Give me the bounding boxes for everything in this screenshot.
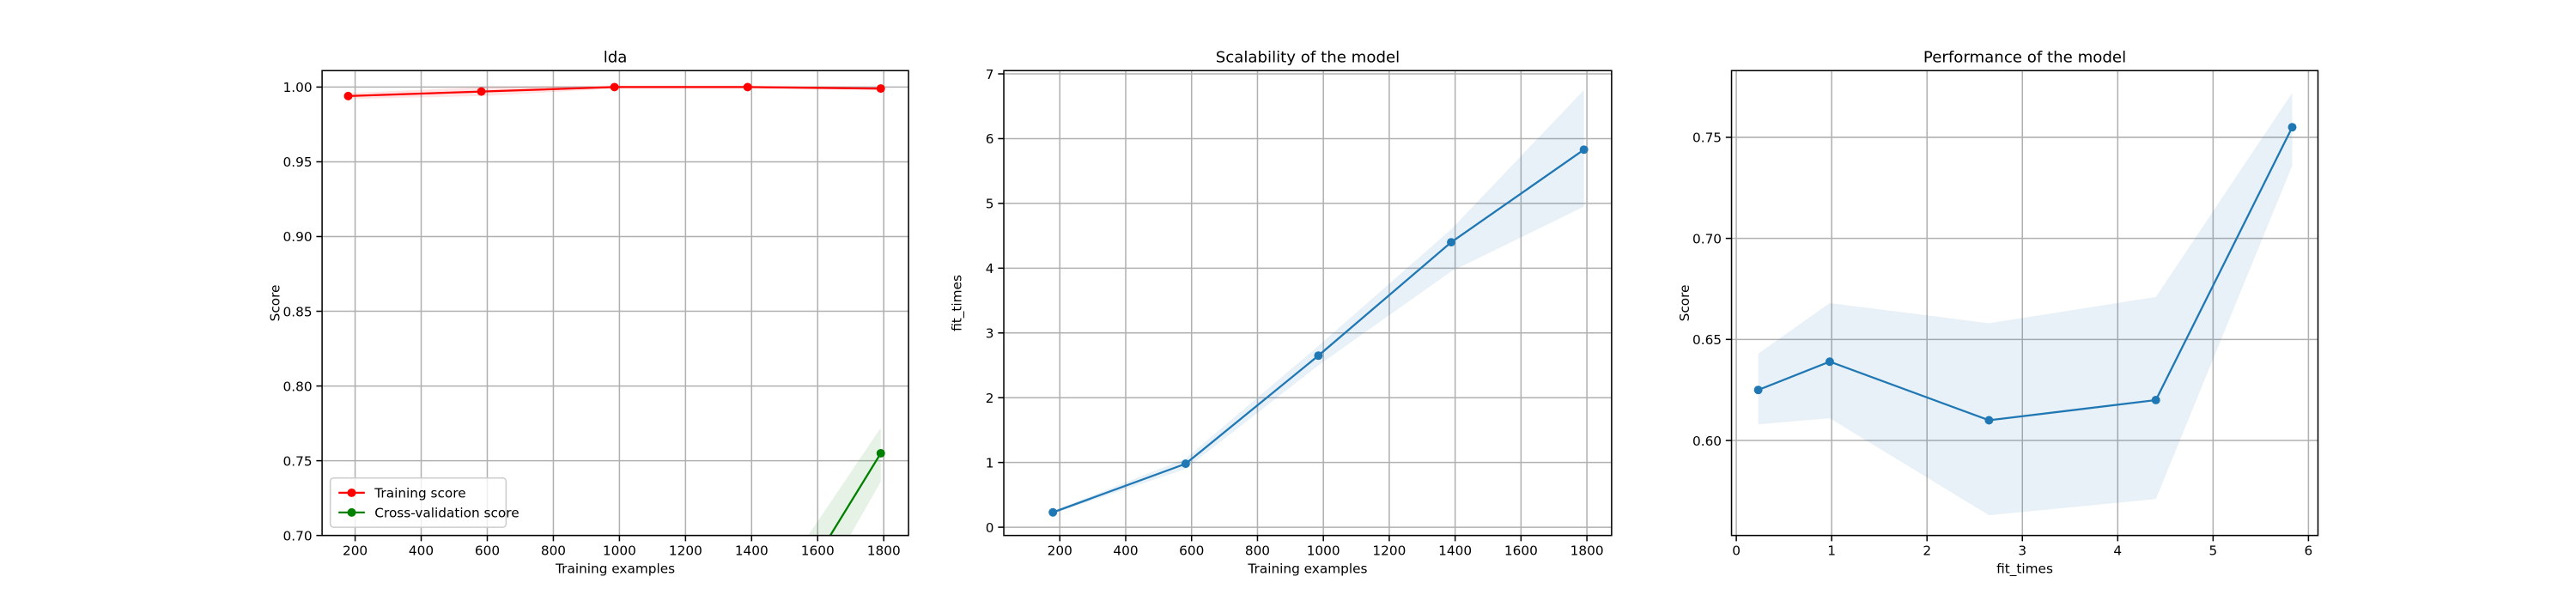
data-point <box>2287 123 2297 132</box>
plot-content <box>1048 89 1589 517</box>
legend-marker <box>347 488 356 497</box>
legend-label: Training score <box>374 486 465 501</box>
x-tick-label: 600 <box>475 543 500 559</box>
x-tick-label: 1400 <box>1438 543 1472 559</box>
subplot: 0 1 2 3 4 5 6 0.60 0.65 0.70 0.75 Performance of th… <box>1677 49 2319 578</box>
x-tick-label: 600 <box>1179 543 1204 559</box>
subplot: 200 400 600 800 1000 1200 1400 1600 1800 0.70 0.75… <box>267 49 909 577</box>
y-tick-label: 2 <box>986 391 994 406</box>
data-point <box>743 82 752 92</box>
x-tick-label: 2 <box>1923 543 1931 559</box>
x-tick-label: 1200 <box>669 543 702 559</box>
x-tick-label: 1800 <box>1571 543 1604 559</box>
y-tick-label: 0 <box>986 520 994 536</box>
axes-frame <box>321 70 909 537</box>
plot-content <box>343 82 885 536</box>
y-tick-label: 7 <box>986 67 994 82</box>
axes-frame <box>1003 70 1613 537</box>
axes-frame <box>1730 70 2319 537</box>
legend: Training score Cross-validation score <box>329 477 519 528</box>
x-tick-label: 6 <box>2305 543 2313 559</box>
plot-area <box>322 70 909 536</box>
legend-marker <box>347 507 356 517</box>
data-point <box>1984 416 1994 425</box>
std-band <box>1758 93 2293 516</box>
y-tick-label: 3 <box>986 326 994 342</box>
x-tick-label: 400 <box>409 543 434 559</box>
y-tick-label: 0.65 <box>1692 332 1722 348</box>
legend-box <box>329 477 507 528</box>
chart-title: lda <box>604 49 628 67</box>
x-tick-label: 800 <box>1245 543 1270 559</box>
data-point <box>1048 507 1058 517</box>
data-point <box>876 84 885 94</box>
x-tick-label: 0 <box>1732 543 1741 559</box>
x-tick-label: 1 <box>1827 543 1836 559</box>
x-tick-label: 1600 <box>801 543 835 559</box>
data-point <box>1181 459 1190 469</box>
chart-title: Scalability of the model <box>1216 49 1400 67</box>
y-axis-label: Score <box>267 285 283 322</box>
data-point <box>1579 145 1589 155</box>
x-tick-label: 800 <box>541 543 566 559</box>
y-tick-label: 0.85 <box>283 304 313 319</box>
y-tick-label: 1.00 <box>283 80 313 95</box>
subplot: 200 400 600 800 1000 1200 1400 1600 1800 0 1 2 3 4 5 6 7… <box>949 49 1613 577</box>
data-point <box>1825 357 1834 367</box>
plot-area <box>1731 70 2318 536</box>
plot-content <box>1753 93 2297 516</box>
x-tick-label: 200 <box>343 543 368 559</box>
y-tick-label: 6 <box>986 131 994 147</box>
std-band <box>808 428 881 536</box>
x-tick-label: 1000 <box>1307 543 1340 559</box>
y-tick-label: 5 <box>986 197 994 212</box>
y-tick-label: 0.60 <box>1692 434 1722 449</box>
x-axis-label: Training examples <box>555 562 675 577</box>
x-tick-label: 1200 <box>1372 543 1406 559</box>
x-tick-label: 1800 <box>867 543 901 559</box>
data-point <box>2151 395 2160 404</box>
x-tick-label: 3 <box>2018 543 2026 559</box>
y-tick-label: 0.75 <box>283 453 313 469</box>
y-axis-label: fit_times <box>949 275 965 331</box>
x-tick-label: 1600 <box>1504 543 1538 559</box>
x-tick-label: 400 <box>1113 543 1138 559</box>
y-tick-label: 0.70 <box>283 528 313 543</box>
plot-area <box>1004 70 1612 536</box>
y-tick-label: 1 <box>986 455 994 470</box>
y-tick-label: 0.75 <box>1692 131 1722 146</box>
y-tick-label: 0.70 <box>1692 231 1722 246</box>
x-tick-label: 200 <box>1048 543 1072 559</box>
x-axis-label: Training examples <box>1247 562 1367 577</box>
y-axis-label: Score <box>1677 285 1692 322</box>
x-tick-label: 5 <box>2208 543 2217 559</box>
y-tick-label: 0.90 <box>283 229 313 245</box>
data-point <box>610 82 619 92</box>
x-axis-label: fit_times <box>1996 562 2053 578</box>
y-tick-label: 4 <box>986 261 994 276</box>
y-tick-label: 0.80 <box>283 379 313 394</box>
data-point <box>343 91 353 100</box>
legend-label: Cross-validation score <box>374 506 519 521</box>
chart-title: Performance of the model <box>1923 49 2126 67</box>
data-point <box>1314 351 1323 361</box>
y-tick-label: 0.95 <box>283 155 313 170</box>
data-point <box>1447 238 1456 247</box>
data-point <box>1753 385 1763 395</box>
x-tick-label: 1400 <box>735 543 769 559</box>
x-tick-label: 4 <box>2113 543 2122 559</box>
data-point <box>876 448 885 458</box>
x-tick-label: 1000 <box>603 543 636 559</box>
data-point <box>477 87 486 96</box>
